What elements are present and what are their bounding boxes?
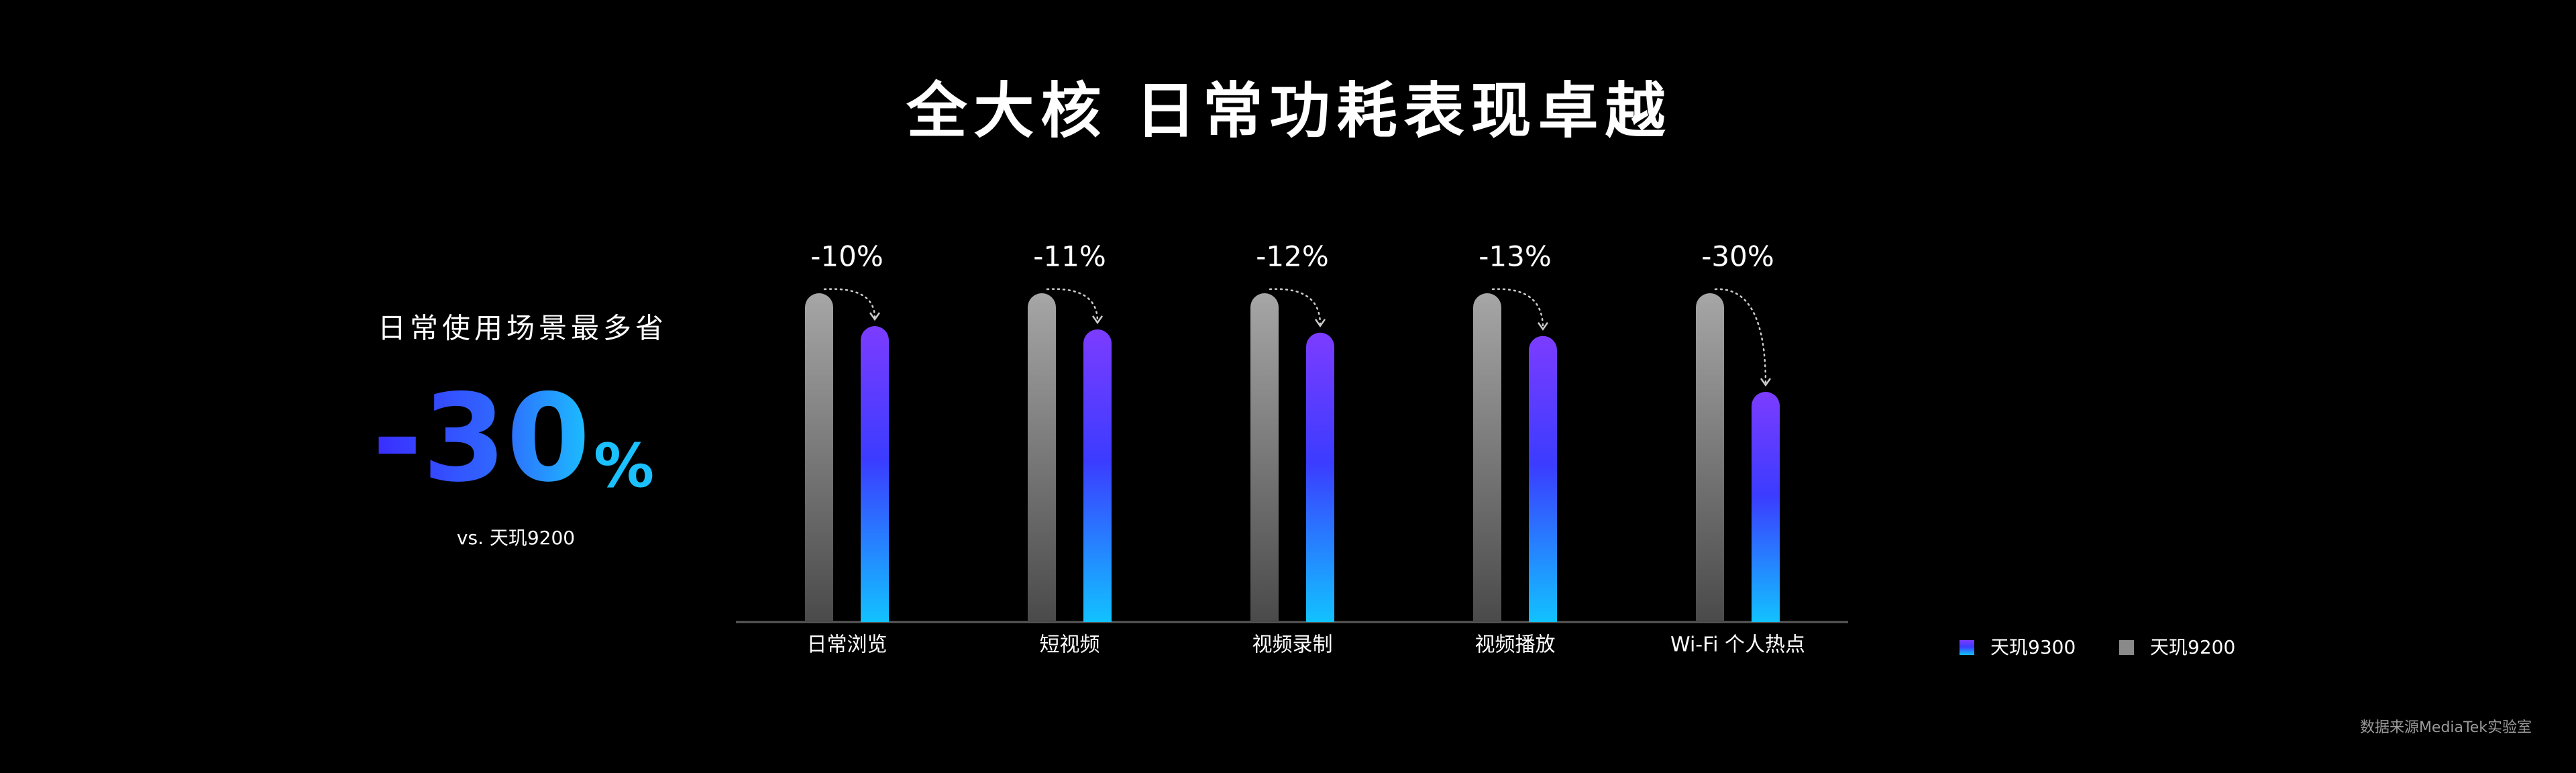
change-label: -11% bbox=[1033, 240, 1106, 273]
arrow-head bbox=[869, 312, 881, 321]
change-label: -13% bbox=[1479, 240, 1552, 273]
x-tick-label: 短视频 bbox=[1040, 633, 1100, 657]
change-label: -30% bbox=[1701, 240, 1774, 273]
bar bbox=[1529, 336, 1557, 622]
change-label: -10% bbox=[810, 240, 883, 273]
x-tick-label: 日常浏览 bbox=[807, 633, 888, 657]
legend-swatch bbox=[2119, 640, 2134, 655]
arrow-head bbox=[1537, 321, 1549, 331]
panel-note: vs. 天玑9200 bbox=[457, 527, 575, 549]
bar bbox=[1028, 293, 1056, 622]
bar bbox=[805, 293, 833, 622]
source-note: 数据来源MediaTek实验室 bbox=[2360, 719, 2532, 736]
arrow-head bbox=[1091, 315, 1104, 325]
change-arrow bbox=[1491, 288, 1544, 329]
bar bbox=[861, 326, 889, 622]
change-arrow bbox=[1046, 288, 1099, 323]
bar bbox=[1306, 332, 1334, 622]
x-tick-label: Wi-Fi 个人热点 bbox=[1670, 633, 1805, 657]
change-arrow bbox=[1714, 288, 1767, 385]
chart-title: 全大核 日常功耗表现卓越 bbox=[906, 76, 1672, 146]
change-arrow bbox=[1269, 288, 1322, 326]
arrow-head bbox=[1314, 319, 1326, 327]
change-label: -12% bbox=[1256, 240, 1329, 273]
x-tick-label: 视频录制 bbox=[1252, 633, 1333, 657]
bar bbox=[1083, 329, 1112, 622]
legend-label: 天玑9200 bbox=[2150, 636, 2235, 658]
bar bbox=[1250, 293, 1279, 622]
bar bbox=[1696, 293, 1724, 622]
bar bbox=[1473, 293, 1501, 622]
panel-heading: 日常使用场景最多省 bbox=[378, 312, 667, 345]
x-tick-label: 视频播放 bbox=[1475, 633, 1556, 657]
arrow-head bbox=[1760, 378, 1772, 387]
legend-swatch bbox=[1960, 640, 1974, 655]
bar bbox=[1752, 392, 1780, 622]
legend-label: 天玑9300 bbox=[1990, 636, 2076, 658]
change-arrow bbox=[823, 288, 876, 319]
panel-value: -30 bbox=[372, 368, 590, 509]
panel-unit: % bbox=[594, 431, 654, 501]
